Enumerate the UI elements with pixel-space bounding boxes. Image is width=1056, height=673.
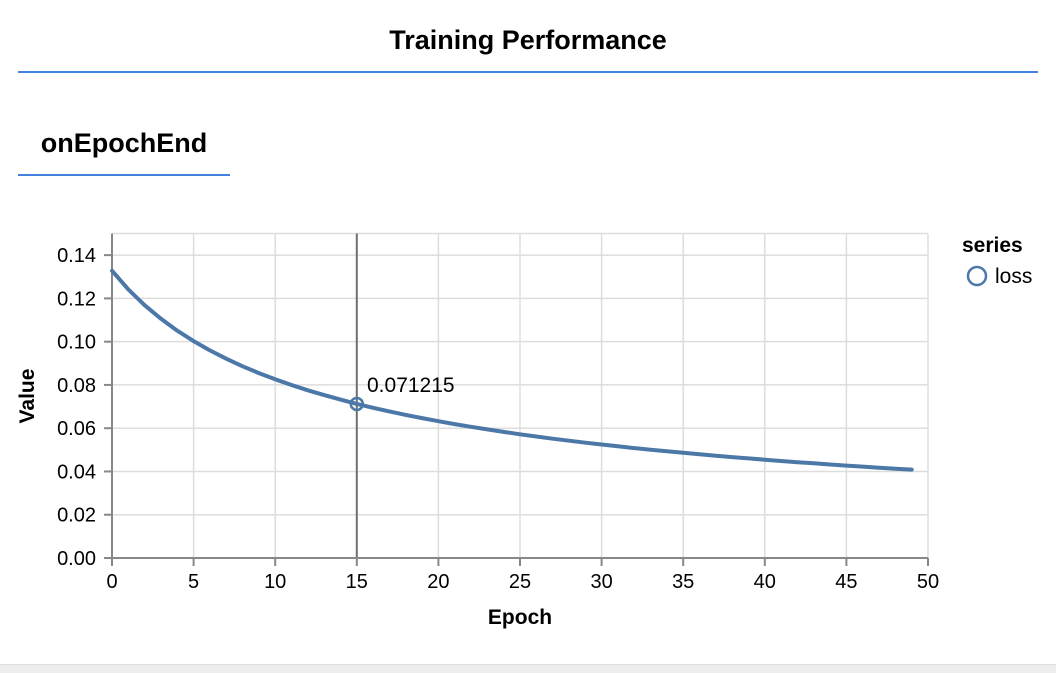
hover-value-label: 0.071215 bbox=[367, 374, 455, 397]
x-tick-label: 20 bbox=[427, 571, 449, 593]
y-axis-title: Value bbox=[16, 369, 39, 424]
y-tick-label: 0.08 bbox=[57, 375, 96, 397]
loss-line-chart[interactable]: 0 5 10 15 20 25 30 35 40 45 50 0.00 0.02 0.04 0.06 0.08… bbox=[0, 190, 1056, 650]
y-tick-label: 0.06 bbox=[57, 418, 96, 440]
x-tick-label: 0 bbox=[106, 571, 117, 593]
x-tick-label: 35 bbox=[672, 571, 694, 593]
x-tick-label: 45 bbox=[835, 571, 857, 593]
x-tick-label: 15 bbox=[346, 571, 368, 593]
x-tick-label: 25 bbox=[509, 571, 531, 593]
y-tick-label: 0.02 bbox=[57, 505, 96, 527]
y-tick-label: 0.12 bbox=[57, 288, 96, 310]
legend-label-loss: loss bbox=[995, 265, 1032, 288]
bottom-divider bbox=[0, 664, 1056, 673]
section-heading-onepochend: onEpochEnd bbox=[18, 128, 230, 176]
y-tick-label: 0.10 bbox=[57, 332, 96, 354]
x-tick-label: 40 bbox=[754, 571, 776, 593]
legend-title: series bbox=[962, 234, 1023, 257]
chart-generated-layer: 0 5 10 15 20 25 30 35 40 45 50 0.00 0.02 0.04 0.06 0.08… bbox=[57, 232, 939, 593]
hover-point-marker bbox=[349, 396, 365, 412]
loss-line bbox=[110, 268, 914, 472]
x-axis-title: Epoch bbox=[488, 606, 552, 629]
y-tick-label: 0.14 bbox=[57, 245, 96, 267]
legend-loss-marker-icon bbox=[966, 265, 988, 287]
y-tick-label: 0.00 bbox=[57, 548, 96, 570]
x-tick-label: 10 bbox=[264, 571, 286, 593]
page-title: Training Performance bbox=[18, 25, 1038, 73]
y-tick-label: 0.04 bbox=[57, 461, 96, 483]
training-chart: 0 5 10 15 20 25 30 35 40 45 50 0.00 0.02 0.04 0.06 0.08… bbox=[0, 190, 1056, 650]
x-tick-label: 30 bbox=[590, 571, 612, 593]
x-tick-label: 50 bbox=[917, 571, 939, 593]
x-tick-label: 5 bbox=[188, 571, 199, 593]
